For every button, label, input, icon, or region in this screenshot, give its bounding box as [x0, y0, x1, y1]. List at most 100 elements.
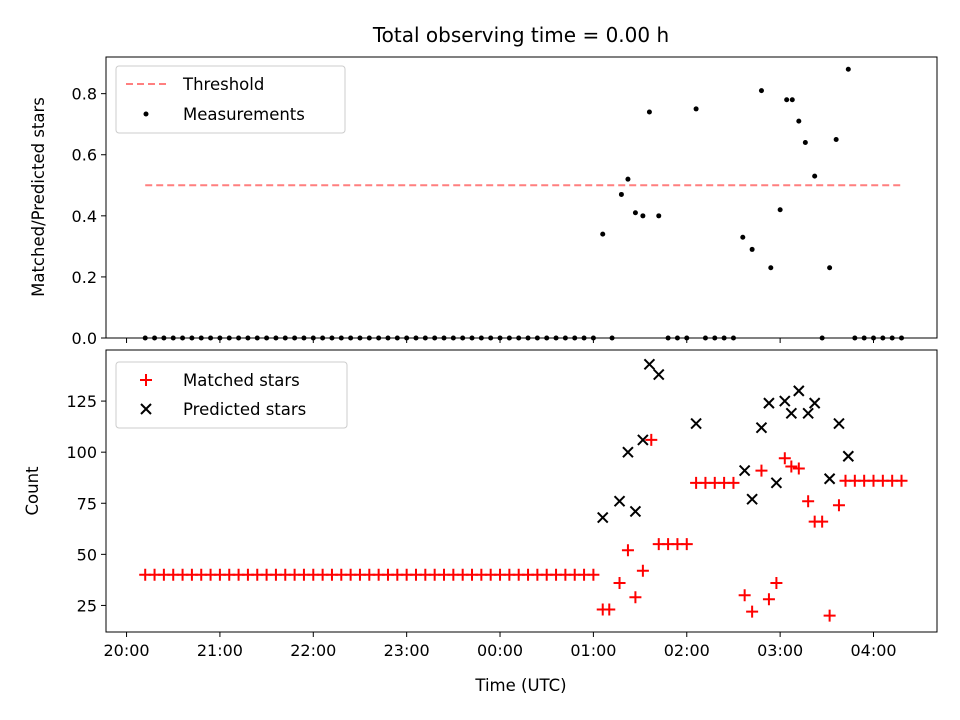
top-panel-frame [105, 56, 938, 339]
predicted-star-point [643, 358, 656, 371]
predicted-star-point [637, 434, 649, 446]
measurement-point [394, 335, 400, 341]
measurement-point [758, 88, 764, 94]
predicted-star-point [808, 397, 821, 409]
bottom-marks [139, 358, 908, 622]
measurement-point [600, 231, 606, 237]
measurement-point [273, 335, 279, 341]
legend-predicted-swatch [140, 403, 152, 415]
measurement-point [845, 66, 851, 72]
measurement-point [702, 335, 708, 341]
measurement-point [264, 335, 270, 341]
measurement-point [572, 335, 578, 341]
measurement-point [899, 335, 905, 341]
top-y-ticks: 0.0 0.2 0.4 0.6 0.8 [72, 85, 106, 348]
measurement-point [871, 335, 877, 341]
measurement-point [478, 335, 484, 341]
measurement-point [506, 335, 512, 341]
top-y-tick-label: 0.6 [72, 146, 97, 165]
x-tick-label: 02:00 [664, 641, 710, 660]
measurement-point [366, 335, 372, 341]
measurement-point [152, 335, 158, 341]
measurement-point [768, 265, 774, 271]
measurement-point [618, 191, 624, 197]
measurement-point [852, 335, 858, 341]
measurement-point [460, 335, 466, 341]
predicted-star-point [597, 511, 609, 524]
matched-star-point [603, 603, 616, 616]
bottom-y-axis-label: Count [23, 466, 42, 516]
matched-star-point [680, 538, 693, 551]
chart-title: Total observing time = 0.00 h [372, 23, 669, 47]
measurement-point [625, 176, 631, 182]
predicted-star-point [613, 495, 626, 507]
measurement-point [525, 335, 531, 341]
matched-star-point [895, 474, 908, 487]
matched-star-point [746, 605, 759, 618]
matched-star-point [645, 433, 658, 446]
top-y-tick-label: 0.4 [72, 207, 97, 226]
legend-predicted-label: Predicted stars [183, 400, 306, 419]
measurement-point [789, 97, 795, 103]
x-tick-label: 23:00 [384, 641, 430, 660]
measurement-point [254, 335, 260, 341]
measurement-point [413, 335, 419, 341]
top-y-tick-label: 0.8 [72, 85, 97, 104]
bottom-y-ticks: 25 50 75 100 125 [66, 392, 106, 615]
measurement-point [236, 335, 242, 341]
measurement-point [310, 335, 316, 341]
predicted-star-point [746, 493, 758, 505]
matched-star-point [785, 460, 798, 473]
measurement-point [432, 335, 438, 341]
measurement-point [376, 335, 382, 341]
predicted-star-point [833, 417, 845, 430]
matched-star-point [823, 609, 836, 622]
measurement-point [730, 335, 736, 341]
matched-star-point [802, 495, 815, 508]
measurement-point [161, 335, 167, 341]
measurement-point [665, 335, 671, 341]
legend-measurements-label: Measurements [183, 105, 305, 124]
predicted-star-point [629, 505, 642, 518]
predicted-star-point [690, 417, 702, 430]
matched-star-point [629, 591, 642, 604]
measurement-point [301, 335, 307, 341]
predicted-star-point [785, 407, 798, 420]
measurement-point [245, 335, 251, 341]
measurement-point [712, 335, 718, 341]
matched-star-point [778, 452, 791, 465]
measurement-point [590, 335, 596, 341]
measurement-point [721, 335, 727, 341]
bottom-y-tick-label: 25 [77, 596, 97, 615]
measurement-point [170, 335, 176, 341]
legend-threshold-label: Threshold [182, 75, 264, 94]
bottom-y-tick-label: 75 [77, 494, 97, 513]
top-legend: Threshold Measurements [115, 65, 346, 134]
measurement-point [784, 97, 790, 103]
measurement-point [208, 335, 214, 341]
measurement-point [404, 335, 410, 341]
bottom-x-ticks: 20:00 21:00 22:00 23:00 00:00 01:00 02:00 03:00… [103, 632, 897, 660]
bottom-y-tick-label: 50 [77, 545, 97, 564]
x-tick-label: 04:00 [850, 641, 896, 660]
predicted-star-point [793, 385, 805, 397]
measurement-point [348, 335, 354, 341]
matched-star-point [727, 476, 740, 489]
measurement-point [827, 265, 833, 271]
measurement-point [385, 335, 391, 341]
predicted-star-point [842, 450, 855, 462]
bottom-legend-box [115, 361, 348, 429]
bottom-y-tick-label: 100 [66, 443, 97, 462]
measurement-point [553, 335, 559, 341]
predicted-star-point [770, 477, 783, 489]
matched-star-point [792, 462, 805, 475]
predicted-star-point [763, 397, 775, 409]
top-y-tick-label: 0.0 [72, 329, 97, 348]
x-tick-label: 01:00 [570, 641, 616, 660]
matched-star-point [738, 589, 751, 602]
measurement-point [889, 335, 895, 341]
measurement-point [180, 335, 186, 341]
bottom-panel: 25 50 75 100 125 20:00 21:00 22:00 23:00 00:00 01… [23, 349, 938, 695]
measurement-point [880, 335, 886, 341]
